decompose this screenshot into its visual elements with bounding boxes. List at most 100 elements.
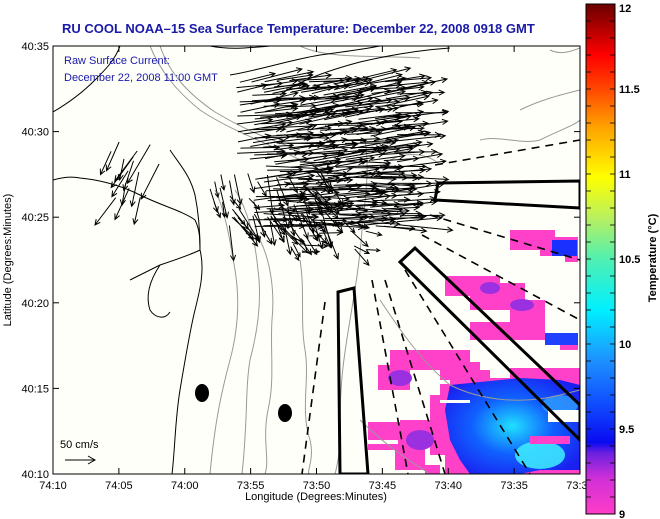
contour-line <box>549 47 580 54</box>
current-vector-arrow <box>382 94 430 107</box>
y-tick-label: 40:25 <box>21 212 49 224</box>
sst-patch <box>406 430 434 450</box>
sst-patches <box>368 230 580 474</box>
current-vector-arrow <box>365 230 383 237</box>
current-vector-arrow <box>129 171 140 208</box>
dashed-radial <box>301 301 326 474</box>
current-vector-arrow <box>344 106 386 118</box>
current-vector-arrow <box>214 181 220 199</box>
current-vector-arrow <box>114 187 130 221</box>
current-vector-arrow <box>267 216 285 243</box>
current-vector-arrow <box>250 91 299 105</box>
current-vector-arrow <box>293 218 308 223</box>
x-axis-label: Longitude (Degrees:Minutes) <box>245 491 387 503</box>
current-vector-arrow <box>300 97 337 106</box>
coastline-segment <box>229 46 381 76</box>
current-vector-arrow <box>350 223 371 230</box>
current-vector-arrow <box>333 213 371 221</box>
current-vector-arrow <box>338 95 374 107</box>
current-vector-arrow <box>290 84 321 93</box>
sst-patch <box>510 299 534 311</box>
current-vector-arrow <box>229 195 242 210</box>
y-tick-label: 40:15 <box>21 383 49 395</box>
colorbar-tick-label: 9 <box>619 509 625 519</box>
current-vector-arrow <box>228 225 237 262</box>
current-vector-arrow <box>248 197 261 211</box>
x-tick-label: 73:50 <box>303 480 331 492</box>
current-vector-arrow <box>339 201 379 208</box>
current-vector-arrow <box>349 118 389 129</box>
sst-gap <box>440 400 470 403</box>
current-vector-arrow <box>399 176 450 183</box>
y-tick-label: 40:10 <box>21 469 49 481</box>
current-vector-arrow <box>300 190 311 216</box>
current-vector-arrow <box>250 138 286 147</box>
x-tick-label: 73:35 <box>500 480 528 492</box>
current-vector-arrow <box>351 145 383 154</box>
station-marker <box>278 404 292 422</box>
current-vector-arrow <box>321 240 334 246</box>
current-vector-arrow <box>237 133 272 143</box>
current-vectors <box>94 66 454 267</box>
current-vector-arrow <box>288 110 338 118</box>
lane-polygon <box>397 245 580 443</box>
current-vector-arrow <box>345 151 385 160</box>
current-vector-arrow <box>140 163 160 200</box>
y-tick-label: 40:35 <box>21 41 49 53</box>
current-vector-arrow <box>339 171 377 180</box>
dashed-radial <box>404 269 531 474</box>
colorbar-ticks: 9 9.5 10 10.5 11 11.5 12 <box>586 3 640 519</box>
coastline-segment <box>147 264 171 318</box>
current-vector-arrow <box>383 225 428 234</box>
current-vector-arrow <box>270 215 286 236</box>
current-vector-arrow <box>239 71 277 83</box>
current-vector-arrow <box>289 112 333 124</box>
current-vector-arrow <box>233 174 243 206</box>
contour-line <box>259 239 274 474</box>
current-vector-arrow <box>394 148 438 155</box>
current-vector-arrow <box>277 118 313 129</box>
contour-line <box>519 89 580 111</box>
current-vector-arrow <box>382 116 420 123</box>
current-vector-arrow <box>309 119 353 131</box>
sst-patch <box>388 370 412 386</box>
current-vector-arrow <box>311 183 363 190</box>
current-vector-arrow <box>260 111 293 119</box>
current-vector-arrow <box>356 123 402 136</box>
current-vector-arrow <box>234 212 246 226</box>
current-vector-arrow <box>308 216 327 233</box>
colorbar-tick-label: 10 <box>619 339 631 351</box>
current-vector-arrow <box>277 72 314 81</box>
current-vector-arrow <box>269 221 277 247</box>
current-vector-arrow <box>309 233 323 238</box>
coastline-segment <box>169 149 203 474</box>
dashed-radial <box>421 234 580 321</box>
x-tick-label: 73:45 <box>369 480 397 492</box>
current-vector-arrow <box>238 208 261 243</box>
current-vector-arrow <box>299 111 350 125</box>
current-vector-arrow <box>286 123 318 133</box>
current-vector-arrow <box>303 242 329 249</box>
current-vector-arrow <box>281 226 309 254</box>
contour-line <box>299 259 312 474</box>
contour-line <box>379 299 580 401</box>
current-vector-arrow <box>344 86 377 96</box>
current-vector-arrow <box>287 175 298 194</box>
current-vector-arrow <box>290 234 306 245</box>
current-vector-arrow <box>396 109 450 119</box>
current-vector-arrow <box>357 80 403 94</box>
current-vector-arrow <box>275 111 317 124</box>
y-axis-label: Latitude (Degrees:Minutes) <box>2 194 14 327</box>
current-vector-arrow <box>276 177 289 207</box>
current-vector-arrow <box>263 142 295 149</box>
current-vector-arrow <box>370 200 424 208</box>
current-vector-arrow <box>384 79 437 95</box>
contour-line <box>359 419 431 474</box>
current-vector-arrow <box>360 211 407 219</box>
current-vector-arrow <box>132 197 141 226</box>
current-vector-arrow <box>310 229 318 242</box>
current-vector-arrow <box>323 141 359 151</box>
current-vector-arrow <box>399 166 433 173</box>
sst-patch <box>470 322 578 350</box>
